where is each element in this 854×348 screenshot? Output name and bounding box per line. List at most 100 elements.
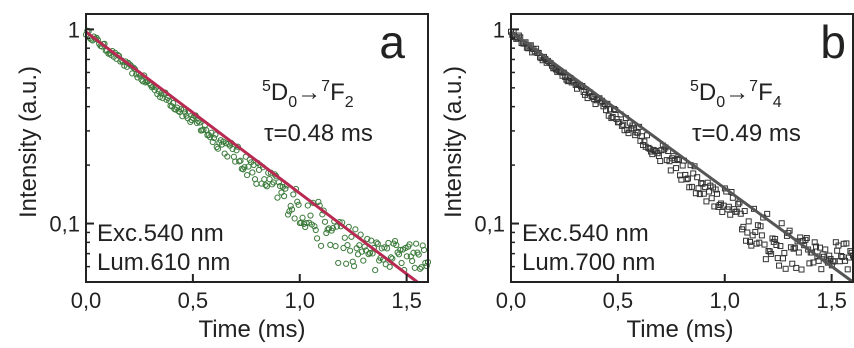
panel-b-excitation: Exc.540 nm: [522, 220, 649, 247]
panel-b-data-point: [822, 246, 829, 253]
panel-a-data-point: [344, 241, 351, 249]
panel-b-data-point: [703, 198, 710, 205]
panel-b-data-point: [634, 129, 641, 136]
panel-a-fit-line: [85, 30, 419, 284]
panel-a-label: a: [379, 16, 405, 68]
panel-b-x-tick-label: 1,0: [709, 288, 740, 313]
panel-b-data-point: [791, 244, 798, 251]
panel-b-y-axis-label: Intensity (a.u.): [440, 66, 467, 218]
panel-b-data-point: [776, 262, 783, 269]
panel-b-data-point: [743, 237, 750, 244]
panel-b-x-axis-label: Time (ms): [626, 316, 733, 343]
panel-a-data-point: [403, 253, 410, 260]
panel-a-data-point: [397, 246, 404, 254]
panel-b-data-point: [813, 243, 820, 250]
panel-b-data-point: [786, 227, 793, 234]
panel-a-data-point: [333, 223, 340, 230]
panel-a-data-point: [343, 260, 350, 267]
panel-a-data-point: [398, 259, 405, 267]
panel-a-data-point: [372, 266, 379, 274]
panel-b-data-point: [762, 256, 769, 263]
panel-b-data-point: [818, 266, 825, 273]
panel-a-data-point: [364, 235, 371, 243]
panel-a-data-point: [274, 194, 281, 201]
panel-a-data-point: [350, 263, 358, 270]
panel-b-data-point: [761, 241, 768, 248]
panel-b-data-point: [744, 229, 751, 236]
panel-a-data-point: [340, 244, 347, 252]
panel-a-data-point: [302, 223, 309, 231]
panel-b-data-point: [679, 162, 686, 169]
panel-a-data-point: [327, 241, 334, 248]
panel-b-fit-line: [510, 30, 854, 284]
panel-a-data-point: [346, 247, 354, 254]
panel-b-data-point: [777, 243, 784, 250]
panel-a-data-point: [262, 181, 269, 188]
panel-b-data-point: [758, 232, 765, 239]
panel-b-data-point: [706, 188, 713, 195]
panel-b-data-point: [661, 146, 668, 153]
panel-a-data-point: [418, 264, 425, 271]
panel-a-data-point: [174, 104, 181, 111]
panel-a-data-point: [195, 118, 202, 125]
panel-a-data-point: [307, 212, 314, 219]
panel-a-fit-curve: [85, 30, 419, 284]
panel-a-data-point: [335, 259, 342, 267]
panel-b-data-point: [778, 220, 785, 227]
panel-b-data-point: [683, 176, 690, 183]
panel-a-data-point: [212, 131, 219, 138]
panel-a-data-point: [282, 185, 289, 192]
panel-a-data-point: [332, 243, 339, 250]
panel-b-data-point: [781, 249, 788, 256]
panel-b-data-point: [826, 252, 833, 259]
panel-a-data-point: [368, 237, 375, 244]
panel-a-data-point: [299, 214, 306, 221]
panel-a-data-point: [411, 264, 418, 271]
panel-a-data-point: [312, 226, 319, 234]
panel-a-data-point: [258, 180, 265, 187]
panel-a-data-point: [415, 251, 422, 258]
panel-a-data-point: [304, 202, 311, 209]
panel-a-data-point: [291, 215, 298, 222]
panel-b-data-point: [667, 167, 674, 174]
panel-a-data-point: [423, 262, 430, 270]
panel-a-data-point: [294, 198, 301, 205]
panel-a-data-point: [420, 246, 428, 254]
panel-a-data-point: [275, 179, 282, 186]
panel-b-data-point: [811, 239, 818, 246]
panel-a-x-tick-label: 1,5: [391, 288, 422, 313]
panel-b-data-point: [752, 229, 759, 236]
panel-a-data-point: [245, 163, 252, 170]
panel-b-data-point: [803, 235, 810, 242]
panel-a-data-point: [249, 169, 256, 176]
panel-a: 0,0 0,5 1,0 1,5 1 0,1 a 5D0→7F2 τ=0.48 ms Exc…: [15, 13, 432, 343]
panel-a-data-point: [277, 182, 284, 190]
panel-a-data-point: [369, 250, 376, 257]
panel-a-data-point: [92, 35, 99, 43]
panel-a-data-point: [413, 240, 420, 247]
panel-b-data-point: [747, 238, 754, 245]
panel-a-data-point: [373, 239, 380, 246]
panel-a-data-point: [263, 183, 271, 190]
panel-b-luminescence: Lum.700 nm: [522, 249, 655, 276]
panel-b-x-tick-label: 0,0: [496, 288, 527, 313]
panel-b-data-point: [795, 249, 802, 256]
panel-a-excitation: Exc.540 nm: [97, 220, 224, 247]
panel-a-ticks: 0,0 0,5 1,0 1,5 1 0,1: [49, 17, 422, 313]
panel-b-data-point: [844, 266, 851, 273]
panel-a-x-tick-label: 0,0: [71, 288, 102, 313]
panel-a-plot-frame: [85, 13, 429, 283]
panel-a-data-point: [170, 99, 177, 107]
panel-b-data-point: [620, 121, 627, 128]
panel-b-data-point: [848, 249, 854, 256]
panel-b-x-tick-label: 1,5: [816, 288, 847, 313]
panel-b-data-point: [780, 255, 787, 262]
panel-b-data-point: [757, 223, 764, 230]
panel-b-data-point: [719, 208, 726, 215]
panel-a-data-point: [214, 145, 222, 152]
panel-b-data-point: [698, 180, 705, 187]
panel-a-tau: τ=0.48 ms: [264, 120, 373, 147]
panel-a-data-point: [224, 153, 231, 160]
panel-a-data-point: [341, 234, 348, 241]
